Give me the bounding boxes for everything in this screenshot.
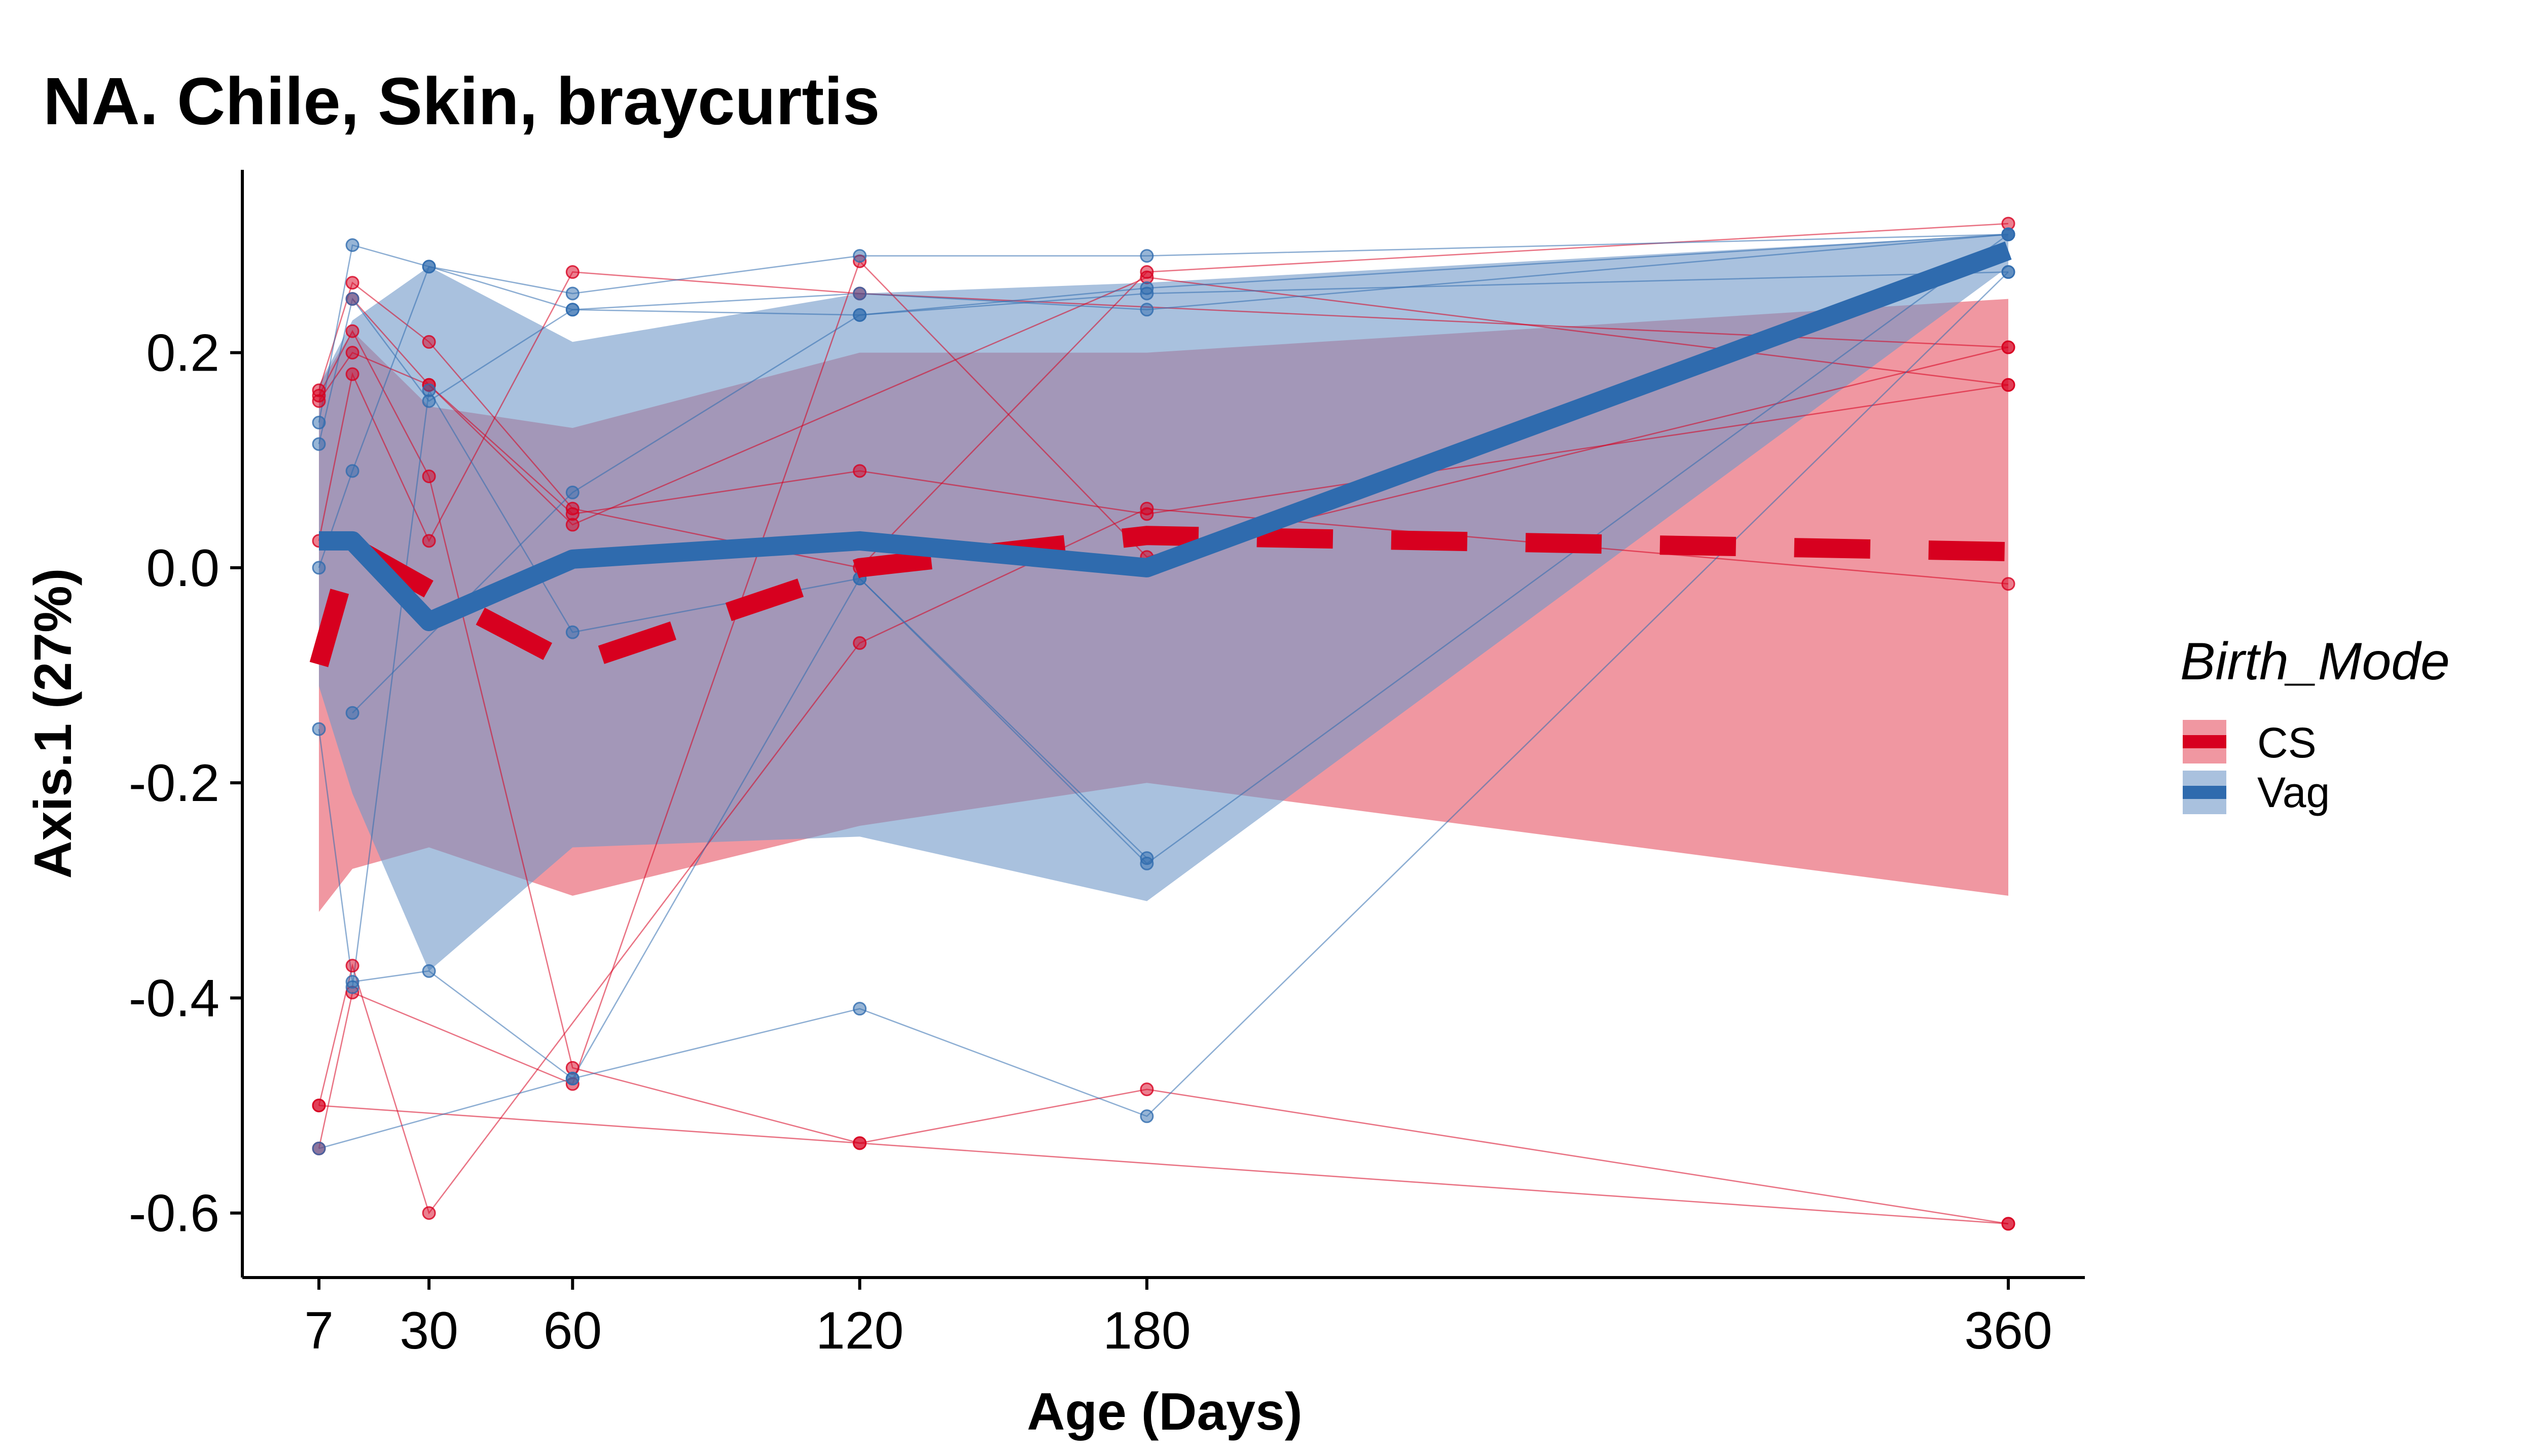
x-tick-label: 30 [400,1301,458,1360]
y-tick-label: -0.4 [129,969,220,1028]
x-tick-label: 60 [543,1301,602,1360]
data-point-cs [345,367,359,381]
y-tick-label: 0.0 [146,539,220,598]
x-tick-label: 360 [1964,1301,2052,1360]
data-point-cs [422,534,436,548]
mean-lines [309,241,2012,675]
data-point-vag [345,238,359,252]
y-axis-ticks: -0.6 -0.4 -0.2 0.0 0.2 [129,324,242,1243]
subject-line-cs [318,1105,2009,1225]
data-point-vag [345,706,359,720]
legend-label-vag: Vag [2257,769,2330,816]
data-point-cs [2001,1217,2015,1231]
data-point-vag [312,561,326,575]
data-point-vag [1140,249,1154,263]
data-point-vag [565,1072,580,1086]
data-point-vag [1140,303,1154,317]
data-point-vag [1140,281,1154,295]
data-point-vag [345,292,359,306]
data-point-cs [422,1206,436,1220]
mean-line-vag [319,241,2012,631]
data-point-cs [1140,507,1154,521]
x-tick-label: 7 [304,1301,334,1360]
chart-title: NA. Chile, Skin, braycurtis [43,64,880,138]
data-point-vag [422,964,436,978]
data-point-cs [565,265,580,279]
mean-line-cs [309,526,2009,675]
data-point-vag [565,485,580,499]
y-tick-label: -0.2 [129,754,220,813]
subject-line-cs [352,298,2009,515]
data-point-vag [2001,265,2015,279]
data-point-vag [565,286,580,301]
y-tick-label: -0.6 [129,1184,220,1243]
data-point-vag [1140,851,1154,865]
x-tick-label: 180 [1103,1301,1191,1360]
legend-title: Birth_Mode [2180,632,2450,691]
data-point-vag [422,260,436,274]
ribbon-vag [319,234,2008,971]
data-point-vag [565,303,580,317]
data-point-cs [565,507,580,521]
data-point-vag [853,308,867,322]
data-point-cs [2001,340,2015,354]
data-point-cs [853,464,867,478]
x-tick-label: 120 [816,1301,904,1360]
data-point-vag [422,383,436,397]
data-point-cs [312,1099,326,1113]
data-point-cs [422,469,436,484]
data-point-cs [345,346,359,360]
data-point-vag [312,1141,326,1155]
data-point-vag [345,980,359,994]
x-axis-title: Age (Days) [1027,1382,1302,1441]
data-point-vag [853,249,867,263]
data-point-vag [312,437,326,451]
data-point-cs [345,276,359,290]
data-point-vag [565,625,580,639]
data-point-cs [853,636,867,650]
data-point-vag [2001,227,2015,241]
data-point-cs [2001,378,2015,392]
data-point-vag [345,464,359,478]
legend: Birth_Mode CS Vag [2180,632,2450,816]
x-axis-ticks: 7 30 60 120 180 360 [304,1278,2052,1360]
legend-label-cs: CS [2257,719,2317,767]
data-point-cs [312,388,326,403]
subject-line-cs [318,276,2009,526]
data-point-cs [345,959,359,973]
data-point-vag [1140,1109,1154,1123]
subject-points [312,216,2015,1231]
data-point-vag [853,1002,867,1016]
data-point-vag [853,286,867,301]
y-axis-title: Axis.1 (27%) [24,568,83,879]
data-point-cs [1140,1082,1154,1097]
data-point-cs [345,324,359,338]
data-point-vag [312,722,326,736]
y-tick-label: 0.2 [146,324,220,383]
data-point-cs [422,335,436,349]
data-point-cs [2001,577,2015,591]
data-point-vag [312,416,326,430]
subject-line-cs [318,271,2009,542]
data-point-cs [853,1136,867,1150]
